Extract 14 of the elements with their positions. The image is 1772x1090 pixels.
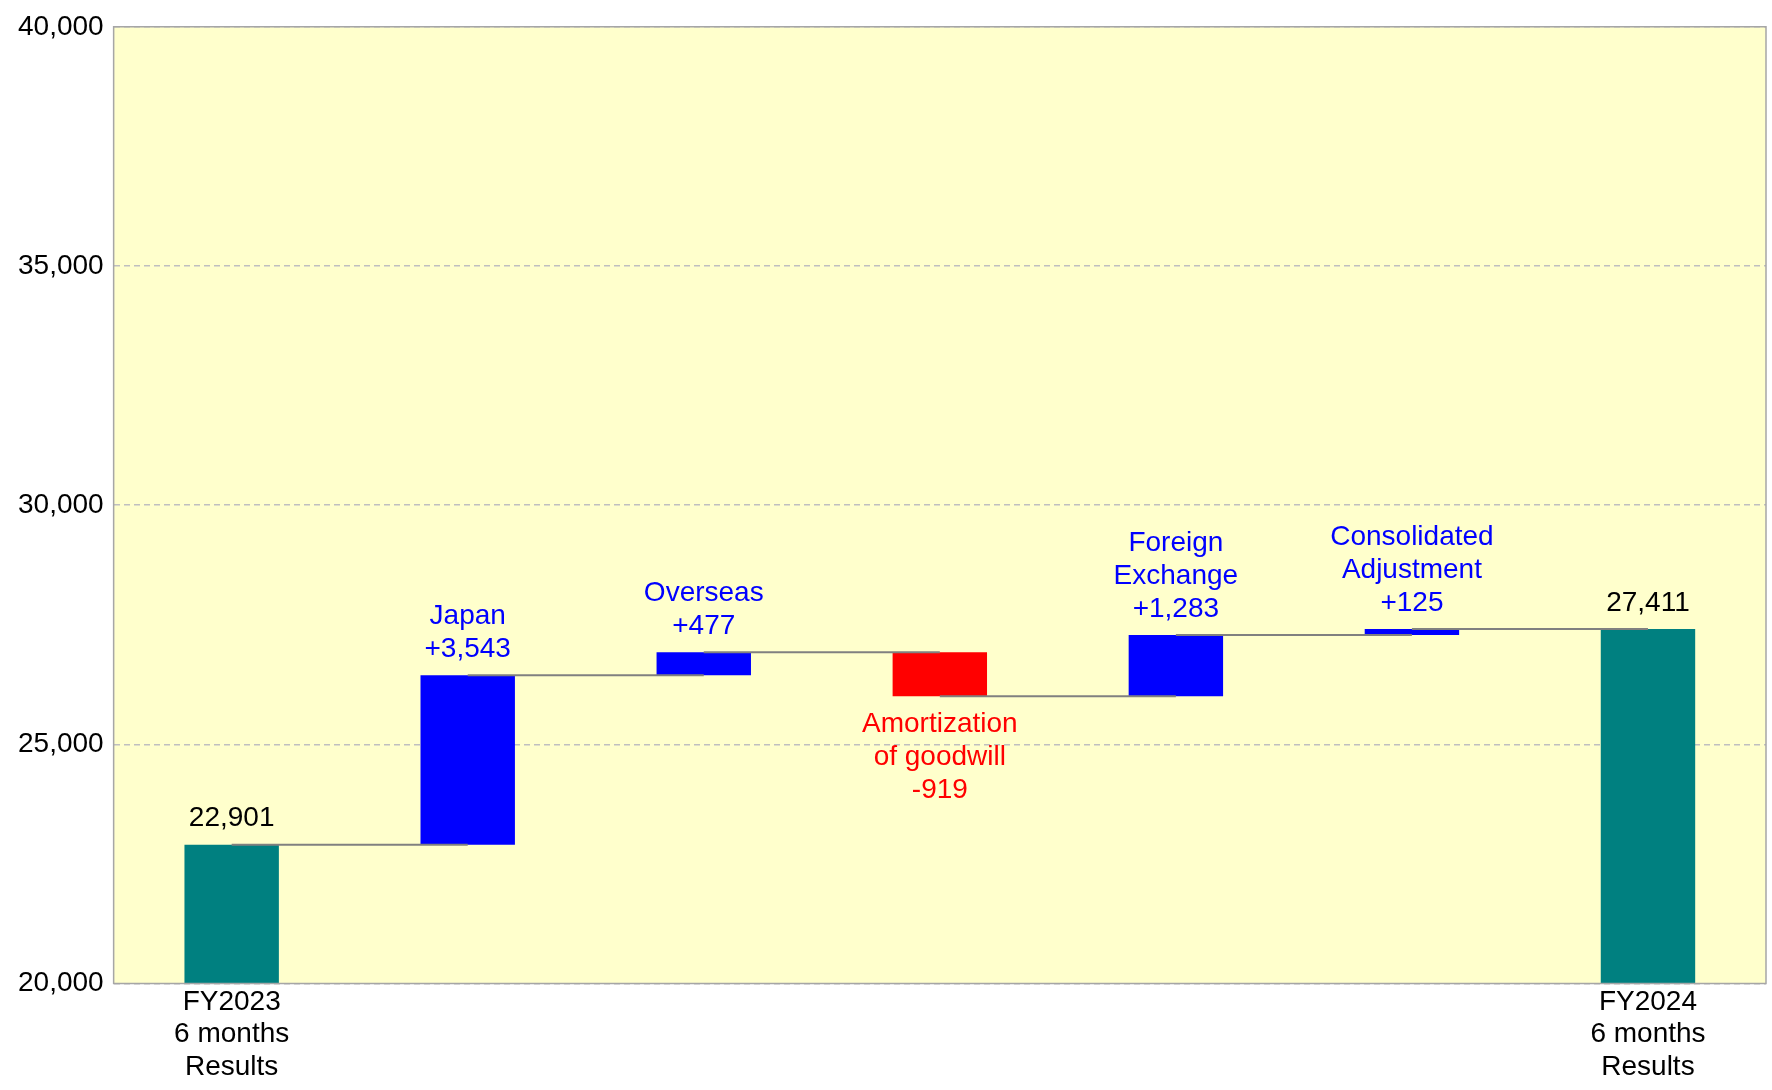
y-tick-label: 40,000	[18, 9, 104, 41]
y-tick-label: 20,000	[18, 966, 104, 998]
x-tick-label: FY2023 6 months Results	[174, 985, 290, 1081]
data-label: Foreign Exchange +1,283	[1113, 525, 1239, 623]
data-label: Overseas +477	[643, 576, 764, 641]
x-tick-label: FY2024 6 months Results	[1590, 985, 1706, 1081]
y-tick-label: 35,000	[18, 248, 104, 280]
y-tick-label: 25,000	[18, 726, 104, 758]
data-label: Amortization of goodwill -919	[862, 707, 1018, 805]
data-label: 27,411	[1606, 585, 1690, 617]
data-label: Japan +3,543	[424, 598, 511, 663]
data-label: Consolidated Adjustment +125	[1330, 519, 1494, 617]
data-label: 22,901	[188, 801, 275, 833]
y-tick-label: 30,000	[18, 487, 104, 519]
